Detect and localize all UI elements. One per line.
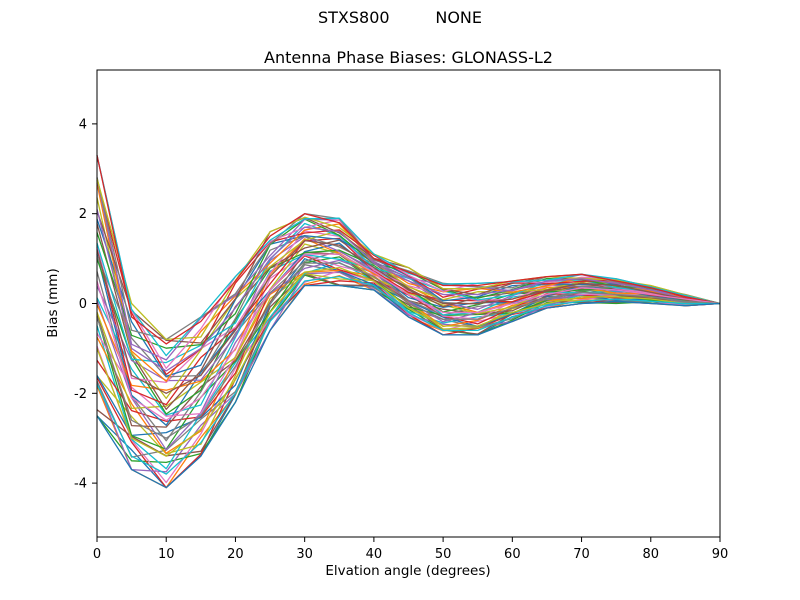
y-tick-label: 4	[79, 117, 87, 132]
bias-line	[96, 239, 721, 394]
bias-line	[96, 155, 721, 357]
y-tick-label: -2	[74, 387, 87, 402]
x-tick-label: 30	[296, 547, 313, 562]
x-tick-label: 50	[435, 547, 452, 562]
x-tick-label: 90	[712, 547, 729, 562]
bias-line	[96, 178, 721, 361]
x-tick-label: 20	[227, 547, 244, 562]
bias-line	[96, 273, 721, 457]
bias-line	[96, 155, 721, 369]
x-tick-label: 40	[366, 547, 383, 562]
y-tick-label: 2	[79, 207, 87, 222]
bias-line	[96, 254, 721, 417]
bias-line	[96, 178, 721, 341]
bias-line	[96, 155, 721, 345]
x-tick-label: 80	[643, 547, 660, 562]
bias-line	[96, 262, 721, 439]
x-tick-label: 60	[504, 547, 521, 562]
x-axis-label: Elvation angle (degrees)	[325, 563, 490, 579]
x-tick-label: 70	[573, 547, 590, 562]
bias-lines-group	[96, 155, 721, 489]
bias-line	[96, 223, 721, 410]
axes-title: Antenna Phase Biases: GLONASS-L2	[264, 48, 553, 67]
y-tick-label: -4	[74, 477, 87, 492]
bias-line	[96, 253, 721, 421]
y-tick-label: 0	[79, 297, 87, 312]
x-tick-label: 10	[158, 547, 175, 562]
bias-line	[96, 275, 720, 475]
bias-line	[96, 266, 720, 457]
ticks-group: 0 10 20 30 40 50 60 70 80 90 -4 -2 0 2 4	[74, 117, 728, 562]
x-tick-label: 0	[93, 547, 101, 562]
bias-line	[96, 209, 721, 372]
y-axis-label: Bias (mm)	[45, 268, 61, 337]
bias-line	[96, 284, 721, 489]
figure-suptitle: STXS800 NONE	[318, 8, 482, 27]
